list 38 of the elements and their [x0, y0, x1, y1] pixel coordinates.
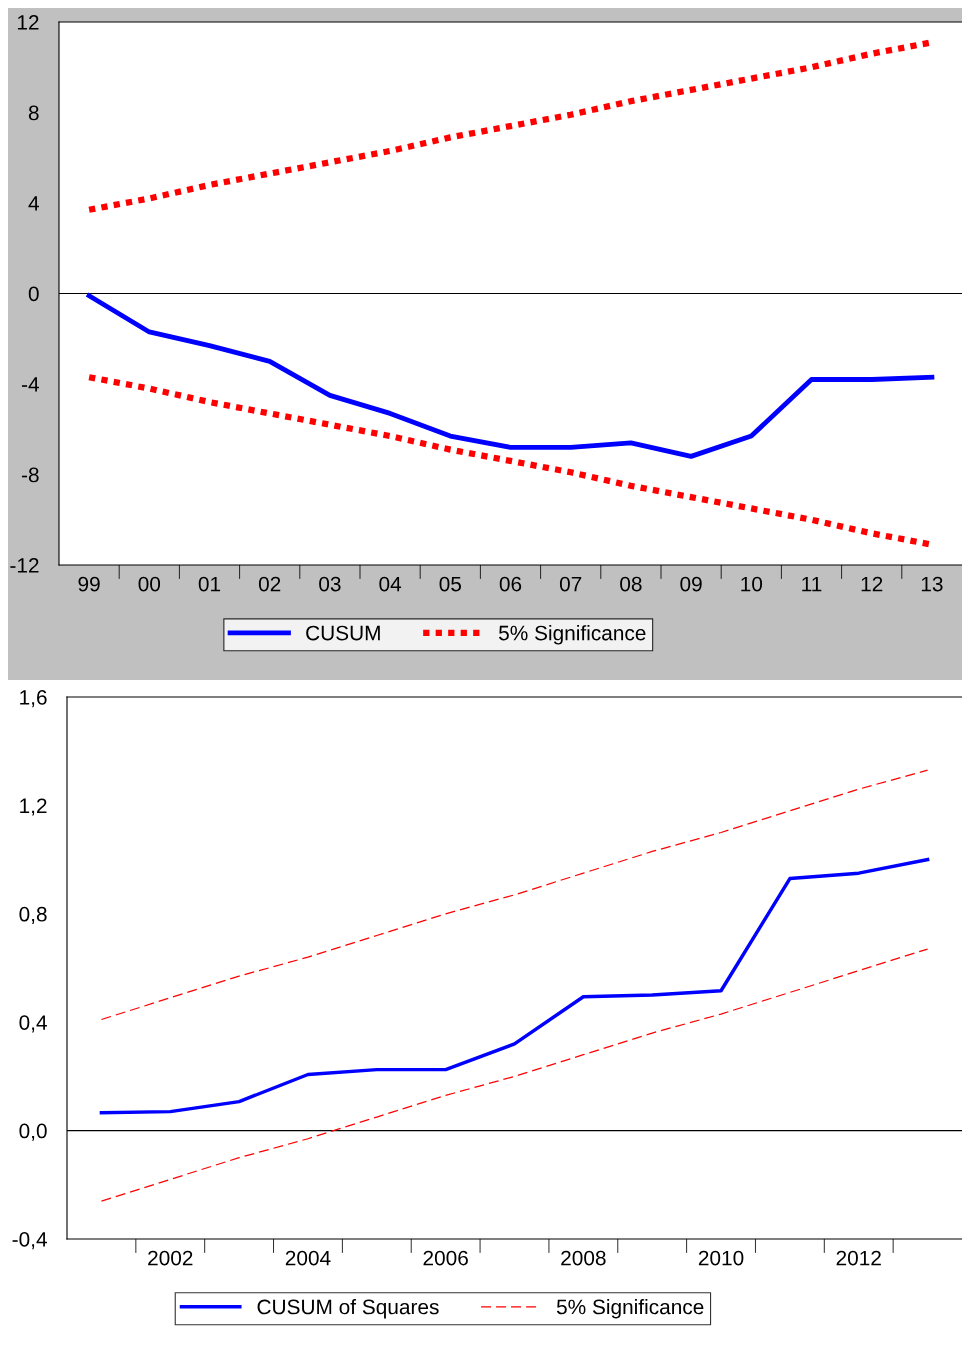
y-tick-label: 0,0 — [19, 1123, 47, 1141]
y-tick-label: 1,2 — [20, 798, 47, 816]
y-tick-label: 8 — [28, 105, 39, 121]
y-tick-label: -12 — [10, 558, 39, 573]
x-tick-label: 07 — [559, 576, 582, 592]
x-tick-label: 09 — [680, 576, 702, 592]
x-tick-label: 13 — [921, 576, 943, 592]
y-tick-label: 0,4 — [19, 1015, 47, 1033]
x-tick-label: 99 — [78, 576, 100, 592]
x-tick-label: 2002 — [148, 1250, 193, 1266]
legend-label: CUSUM of Squares — [257, 1299, 439, 1319]
legend-label: 5% Significance — [556, 1299, 704, 1319]
x-tick-label: 08 — [620, 576, 642, 592]
x-tick-label: 01 — [198, 576, 221, 592]
x-tick-label: 2008 — [561, 1250, 606, 1266]
y-tick-label: -8 — [21, 467, 39, 483]
x-tick-label: 03 — [319, 576, 341, 592]
x-tick-label: 2006 — [423, 1250, 468, 1266]
y-tick-label: 0 — [28, 286, 39, 302]
x-tick-label: 2012 — [836, 1250, 881, 1266]
y-tick-label: 0,8 — [19, 906, 47, 925]
x-tick-label: 06 — [499, 576, 522, 592]
y-tick-label: 4 — [28, 196, 39, 211]
x-tick-label: 10 — [741, 576, 763, 592]
x-tick-label: 00 — [138, 576, 161, 592]
legend-label: 5% Significance — [499, 625, 646, 645]
x-tick-label: 04 — [379, 576, 402, 592]
x-tick-label: 02 — [258, 576, 281, 592]
y-tick-label: 12 — [17, 15, 39, 30]
x-tick-label: 05 — [439, 576, 462, 592]
x-tick-label: 11 — [802, 576, 822, 592]
y-tick-label: -0,4 — [12, 1232, 47, 1250]
legend-label: CUSUM — [306, 625, 380, 641]
x-tick-label: 2004 — [285, 1250, 331, 1266]
x-tick-label: 12 — [861, 576, 883, 592]
x-tick-label: 2010 — [698, 1250, 744, 1266]
y-tick-label: -4 — [21, 377, 39, 392]
y-tick-label: 1,6 — [20, 690, 47, 708]
